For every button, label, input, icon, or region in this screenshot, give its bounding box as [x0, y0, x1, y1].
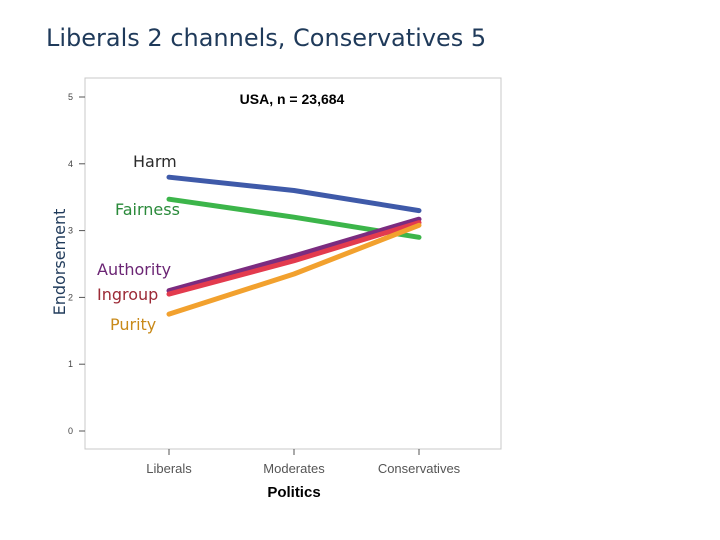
y-tick-label: 2: [68, 292, 73, 302]
x-tick-label: Conservatives: [378, 461, 461, 476]
series-label-harm: Harm: [133, 152, 177, 171]
x-tick-label: Liberals: [146, 461, 192, 476]
y-tick-label: 0: [68, 426, 73, 436]
series-label-authority: Authority: [97, 260, 171, 279]
y-ticks: 0 1 2 3 4 5: [68, 92, 85, 436]
series-line-ingroup: [166, 220, 422, 297]
y-tick-label: 4: [68, 159, 73, 169]
series-label-ingroup: Ingroup: [97, 285, 158, 304]
y-tick-label: 5: [68, 92, 73, 102]
y-axis-label: Endorsement: [50, 209, 69, 316]
y-tick-label: 1: [68, 359, 73, 369]
series-label-fairness: Fairness: [115, 200, 180, 219]
y-tick-label: 3: [68, 226, 73, 236]
slide-title: Liberals 2 channels, Conservatives 5: [46, 24, 487, 52]
series-lines: [166, 174, 422, 317]
series-label-purity: Purity: [110, 315, 156, 334]
x-axis-label: Politics: [267, 484, 320, 501]
series-line-harm: [166, 174, 422, 214]
x-ticks: Liberals Moderates Conservatives: [146, 449, 461, 476]
chart-title: USA, n = 23,684: [240, 91, 345, 107]
series-line-purity: [166, 222, 422, 317]
series-line-authority: [166, 216, 422, 294]
x-tick-label: Moderates: [263, 461, 325, 476]
